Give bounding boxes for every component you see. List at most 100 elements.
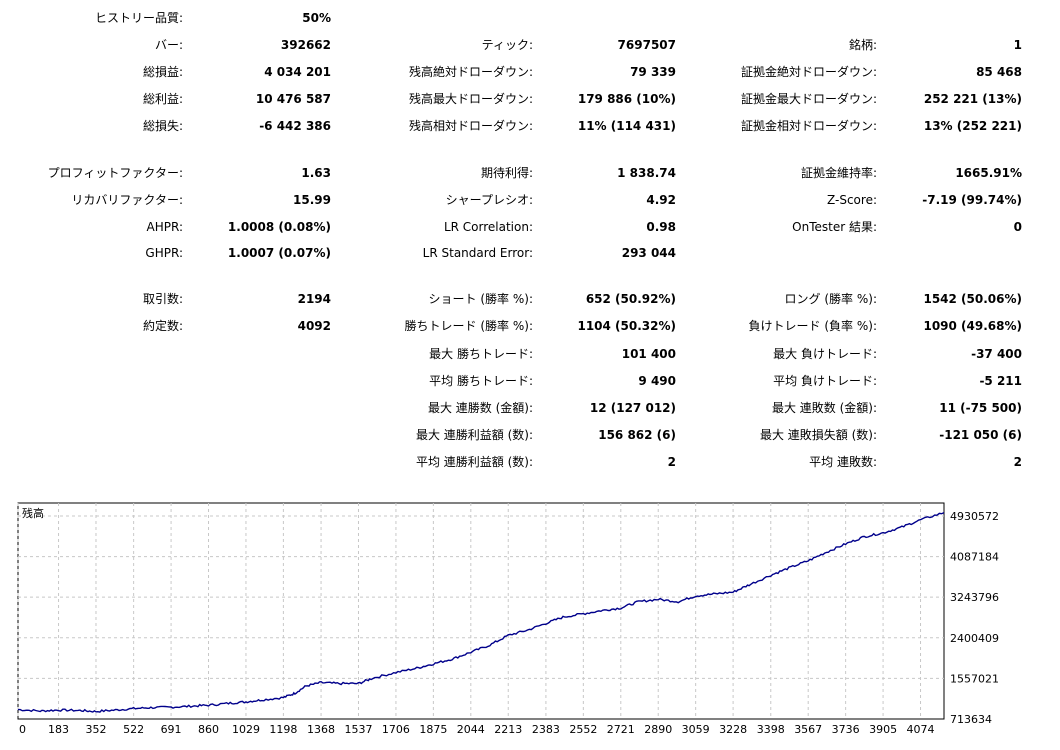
total-trades-value: 2194 bbox=[297, 292, 331, 306]
max-consec-loss-label: 最大 連敗損失額 (数): bbox=[759, 428, 877, 442]
total-trades-label: 取引数: bbox=[142, 292, 183, 306]
x-tick-label: 3736 bbox=[832, 723, 860, 736]
short-trades-value: 652 (50.92%) bbox=[585, 292, 676, 306]
lr-correlation-label: LR Correlation: bbox=[443, 220, 533, 234]
x-tick-label: 522 bbox=[123, 723, 144, 736]
x-tick-label: 2044 bbox=[457, 723, 485, 736]
long-trades-value: 1542 (50.06%) bbox=[923, 292, 1022, 306]
largest-loss-label: 最大 負けトレード: bbox=[773, 347, 877, 361]
avg-consec-wins-value: 2 bbox=[667, 455, 676, 469]
y-tick-label: 4930572 bbox=[950, 510, 999, 523]
loss-trades-value: 1090 (49.68%) bbox=[923, 319, 1022, 333]
x-tick-label: 3059 bbox=[682, 723, 710, 736]
profit-trades-label: 勝ちトレード (勝率 %): bbox=[404, 319, 533, 333]
symbols-label: 銘柄: bbox=[848, 38, 877, 52]
y-tick-label: 713634 bbox=[950, 713, 992, 726]
x-tick-label: 0 bbox=[19, 723, 26, 736]
long-trades-label: ロング (勝率 %): bbox=[784, 292, 877, 306]
recovery-factor-value: 15.99 bbox=[293, 193, 331, 207]
gross-loss-label: 総損失: bbox=[142, 119, 183, 133]
balance-chart-svg: 0 183 352 522 691 860 1029 1198 1368 1537 1706 1875… bbox=[17, 502, 999, 736]
x-tick-label: 1875 bbox=[419, 723, 447, 736]
total-deals-value: 4092 bbox=[297, 319, 331, 333]
balance-dd-abs-label: 残高絶対ドローダウン: bbox=[408, 65, 533, 79]
recovery-factor-label: リカバリファクター: bbox=[71, 193, 183, 207]
loss-trades-label: 負けトレード (負率 %): bbox=[748, 319, 877, 333]
y-tick-label: 1557021 bbox=[950, 672, 999, 685]
net-profit-value: 4 034 201 bbox=[264, 65, 331, 79]
max-consec-wins-value: 12 (127 012) bbox=[589, 401, 676, 415]
report-stats: ヒストリー品質: 50% バー: 392662 ティック: 7697507 銘柄… bbox=[48, 11, 1022, 469]
gross-profit-value: 10 476 587 bbox=[255, 92, 331, 106]
lr-std-error-label: LR Standard Error: bbox=[422, 246, 533, 260]
x-tick-label: 3567 bbox=[794, 723, 822, 736]
short-trades-label: ショート (勝率 %): bbox=[428, 292, 533, 306]
x-tick-label: 3398 bbox=[757, 723, 785, 736]
lr-correlation-value: 0.98 bbox=[646, 220, 676, 234]
x-tick-label: 860 bbox=[198, 723, 219, 736]
y-tick-label: 3243796 bbox=[950, 591, 999, 604]
avg-profit-value: 9 490 bbox=[638, 374, 676, 388]
total-deals-label: 約定数: bbox=[142, 319, 183, 333]
expected-payoff-label: 期待利得: bbox=[480, 166, 533, 180]
equity-dd-abs-value: 85 468 bbox=[976, 65, 1022, 79]
largest-profit-label: 最大 勝ちトレード: bbox=[429, 347, 533, 361]
ontester-label: OnTester 結果: bbox=[792, 220, 877, 234]
balance-series-line bbox=[18, 511, 945, 713]
sharpe-ratio-value: 4.92 bbox=[646, 193, 676, 207]
x-axis-ticks: 0 183 352 522 691 860 1029 1198 1368 1537 1706 1875… bbox=[19, 723, 935, 736]
z-score-label: Z-Score: bbox=[827, 193, 877, 207]
ticks-label: ティック: bbox=[481, 38, 533, 52]
ahpr-value: 1.0008 (0.08%) bbox=[227, 220, 331, 234]
x-tick-label: 2383 bbox=[532, 723, 560, 736]
chart-title: 残高 bbox=[22, 506, 44, 520]
x-tick-label: 2552 bbox=[569, 723, 597, 736]
symbols-value: 1 bbox=[1013, 38, 1022, 52]
ghpr-label: GHPR: bbox=[145, 246, 183, 260]
balance-chart: 0 183 352 522 691 860 1029 1198 1368 1537 1706 1875… bbox=[0, 500, 1060, 747]
x-tick-label: 2890 bbox=[644, 723, 672, 736]
x-tick-label: 3228 bbox=[719, 723, 747, 736]
balance-dd-rel-value: 11% (114 431) bbox=[577, 119, 676, 133]
net-profit-label: 総損益: bbox=[142, 65, 183, 79]
avg-consec-wins-label: 平均 連勝利益額 (数): bbox=[415, 455, 533, 469]
profit-factor-value: 1.63 bbox=[301, 166, 331, 180]
max-consec-losses-value: 11 (-75 500) bbox=[939, 401, 1022, 415]
gross-loss-value: -6 442 386 bbox=[259, 119, 331, 133]
x-tick-label: 1029 bbox=[232, 723, 260, 736]
lr-std-error-value: 293 044 bbox=[621, 246, 676, 260]
max-consec-wins-label: 最大 連勝数 (金額): bbox=[427, 401, 533, 415]
avg-loss-label: 平均 負けトレード: bbox=[773, 374, 877, 388]
max-consec-profit-label: 最大 連勝利益額 (数): bbox=[415, 428, 533, 442]
expected-payoff-value: 1 838.74 bbox=[617, 166, 676, 180]
x-tick-label: 3905 bbox=[869, 723, 897, 736]
x-tick-label: 691 bbox=[161, 723, 182, 736]
y-tick-label: 2400409 bbox=[950, 632, 999, 645]
largest-loss-value: -37 400 bbox=[971, 347, 1022, 361]
margin-level-value: 1665.91% bbox=[955, 166, 1022, 180]
bars-value: 392662 bbox=[280, 38, 331, 52]
balance-dd-max-label: 残高最大ドローダウン: bbox=[408, 92, 533, 106]
ahpr-label: AHPR: bbox=[146, 220, 183, 234]
gross-profit-label: 総利益: bbox=[142, 92, 183, 106]
x-tick-label: 1198 bbox=[269, 723, 297, 736]
plot-area bbox=[17, 502, 945, 720]
profit-trades-value: 1104 (50.32%) bbox=[577, 319, 676, 333]
x-tick-label: 1368 bbox=[307, 723, 335, 736]
margin-level-label: 証拠金維持率: bbox=[800, 166, 877, 180]
avg-profit-label: 平均 勝ちトレード: bbox=[429, 374, 533, 388]
sharpe-ratio-label: シャープレシオ: bbox=[445, 193, 533, 207]
avg-consec-losses-value: 2 bbox=[1013, 455, 1022, 469]
y-tick-label: 4087184 bbox=[950, 551, 999, 564]
x-tick-label: 4074 bbox=[907, 723, 935, 736]
ontester-value: 0 bbox=[1013, 220, 1022, 234]
equity-dd-rel-value: 13% (252 221) bbox=[923, 119, 1022, 133]
largest-profit-value: 101 400 bbox=[621, 347, 676, 361]
ticks-value: 7697507 bbox=[617, 38, 676, 52]
history-quality-label: ヒストリー品質: bbox=[94, 11, 183, 25]
avg-consec-losses-label: 平均 連敗数: bbox=[809, 455, 877, 469]
max-consec-loss-value: -121 050 (6) bbox=[939, 428, 1022, 442]
equity-dd-max-value: 252 221 (13%) bbox=[923, 92, 1022, 106]
ghpr-value: 1.0007 (0.07%) bbox=[227, 246, 331, 260]
x-tick-label: 2213 bbox=[494, 723, 522, 736]
